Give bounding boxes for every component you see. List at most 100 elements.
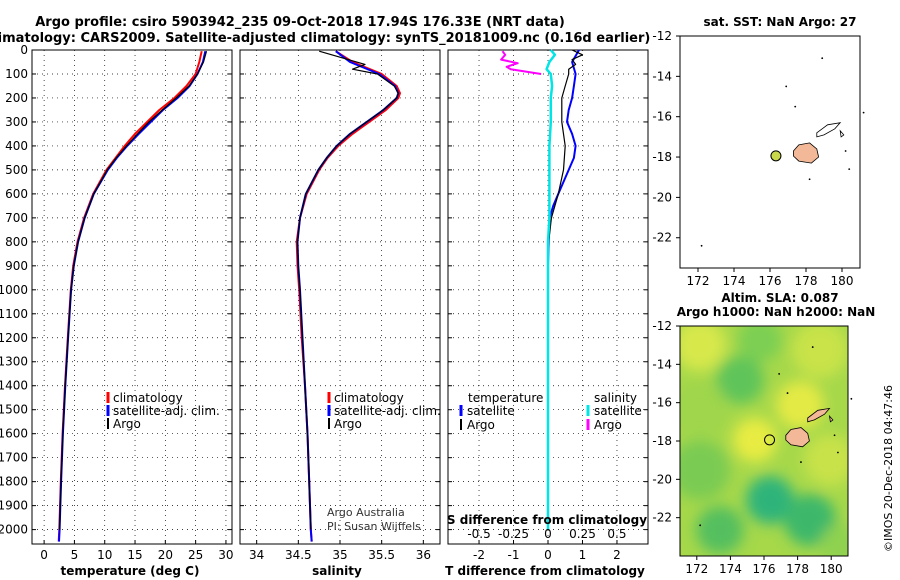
temperature-xlabel: temperature (deg C) [61,564,200,578]
sst-map-islet [794,105,797,108]
sla-blob [776,381,824,429]
sla-map-islet [833,434,836,437]
sst-map-islet [808,178,811,181]
legend-title-temperature: temperature [468,391,543,405]
sla-map-islet [850,397,853,400]
legend-label-t-satellite: satellite [467,404,515,418]
salinity-plot-frame [239,49,441,545]
legend-label-argo: Argo [113,417,141,431]
sla-map-xtick-label: 172 [685,562,708,576]
sst-map-xtick-label: 176 [759,274,782,288]
difference-xtick-label: -1 [508,548,520,562]
salinity-xtick-label: 34 [249,548,264,562]
temperature-xtick-label: 10 [97,548,112,562]
sla-map-ytick-label: -20 [652,472,672,486]
depth-tick-label: 500 [5,163,28,177]
sla-blob [680,382,728,438]
depth-tick-label: 700 [5,211,28,225]
sla-blob [680,440,730,500]
figure-title-line2: Climatology: CARS2009. Satellite-adjuste… [0,31,650,46]
difference-xtick-label: -2 [473,548,485,562]
sla-map-ytick-label: -16 [652,396,672,410]
sst-map-ytick-label: -14 [652,69,672,83]
sla-map-argo-position-marker [764,434,776,446]
sla-map-ytick-label: -18 [652,434,672,448]
depth-tick-label: 400 [5,139,28,153]
difference-s-tick-label: 0.5 [607,527,626,541]
sla-blob [792,326,848,378]
temperature-xtick-label: 5 [71,548,79,562]
temperature-series-argo [59,51,208,530]
difference-legend-salinity: salinity satellite Argo [586,391,642,432]
legend-label-satellite: satellite-adj. clim. [334,404,441,418]
figure-title-line1: Argo profile: csiro 5903942_235 09-Oct-2… [35,15,565,30]
temperature-xtick-label: 30 [218,548,233,562]
salinity-xlabel: salinity [312,564,362,578]
depth-tick-label: 100 [5,67,28,81]
sla-map-title: Altim. SLA: 0.087 [721,291,838,305]
salinity-xtick-label: 35 [332,548,347,562]
credit-line1: Argo Australia [327,506,405,519]
sla-map-islet [837,451,839,454]
imos-watermark: ©IMOS 20-Dec-2018 04:47:46 [882,385,895,552]
salinity-series-satellite-adj--clim- [296,50,400,542]
temperature-xtick-label: 15 [127,548,142,562]
sla-blob [746,476,794,524]
sst-map-ytick-label: -22 [652,231,672,245]
sla-map-xtick-label: 176 [753,562,776,576]
depth-tick-label: 800 [5,235,28,249]
sla-blob [738,326,782,362]
temperature-xtick-label: 20 [158,548,173,562]
sst-map-xtick-label: 178 [795,274,818,288]
depth-tick-label: 0 [20,43,28,57]
salinity-xtick-label: 36 [416,548,431,562]
sla-map-islet [778,373,781,375]
sla-blob [820,525,848,556]
temperature-series-satellite-adj--clim- [58,50,207,542]
sst-map-islet [785,85,788,88]
legend-label-climatology: climatology [113,391,183,405]
sla-map-ytick-label: -22 [652,511,672,525]
difference-xtick-label: 2 [613,548,621,562]
difference-xlabel: T difference from climatology [445,564,645,578]
sla-map-islet [786,392,789,394]
depth-tick-label: 1100 [0,307,28,321]
sla-map-ytick-label: -14 [652,357,672,371]
sla-blob [733,418,777,462]
depth-tick-label: 1000 [0,283,28,297]
difference-xtick-label: 1 [579,548,587,562]
sla-blob [696,506,744,554]
sst-map-islet [700,244,703,247]
sst-map-ytick-label: -18 [652,150,672,164]
salinity-legend: climatology satellite-adj. clim. Argo [327,391,441,431]
sla-map-island [828,414,834,423]
sst-map-xtick-label: 180 [831,274,854,288]
difference-series-s-satellite [545,49,557,530]
sla-map-island [785,427,810,448]
temperature-xtick-label: 0 [40,548,48,562]
sst-map-island [793,142,820,164]
depth-tick-label: 1300 [0,355,28,369]
legend-title-salinity: salinity [594,391,637,405]
depth-tick-label: 200 [5,91,28,105]
depth-tick-label: 1700 [0,451,28,465]
grid-layer [32,49,648,544]
difference-s-tick-label: 0 [544,527,552,541]
sst-map-frame [679,35,861,269]
salinity-series-climatology [295,50,401,542]
difference-series-s-argo [500,50,542,75]
temperature-legend: climatology satellite-adj. clim. Argo [106,391,220,431]
sla-map-islet [699,524,702,527]
sst-map-islet [848,168,851,171]
sst-map-layer: -12 -14 -16 -18 -20 -22 172 174 176 178 180 [652,29,865,288]
legend-label-t-argo: Argo [467,418,495,432]
sst-map-ytick-label: -16 [652,110,672,124]
sla-map-xtick-label: 178 [786,562,809,576]
sst-map-ytick-label: -20 [652,190,672,204]
depth-tick-label: 1200 [0,331,28,345]
salinity-series-argo [296,50,399,530]
sla-blob [716,356,764,404]
sst-map-xtick-label: 174 [723,274,746,288]
tick-layer: 0 5 10 15 20 25 30 34 34.5 35 35.5 36 -2 -1 0 1 20100200… [0,43,648,562]
